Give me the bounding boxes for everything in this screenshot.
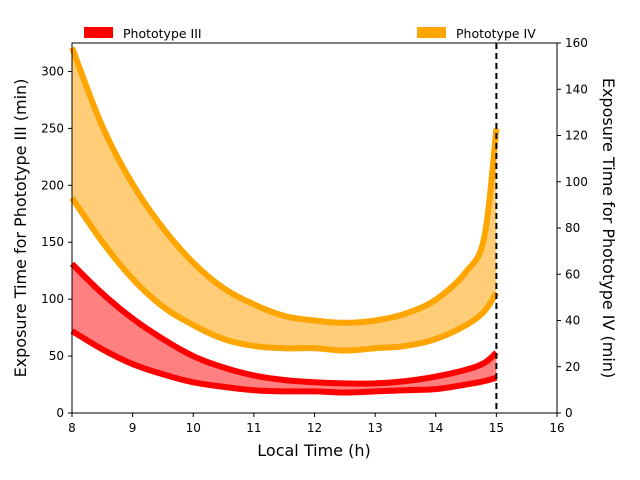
x-tick-label: 12 (307, 421, 322, 435)
x-tick-label: 9 (129, 421, 137, 435)
left-tick-label: 50 (49, 349, 64, 363)
right-tick-label: 40 (565, 314, 580, 328)
legend-swatch-phototype-iii (84, 27, 113, 38)
x-axis-label: Local Time (h) (257, 441, 370, 460)
edge-lower-phototype-iv (69, 196, 499, 354)
left-tick-label: 100 (41, 292, 64, 306)
right-tick-label: 20 (565, 360, 580, 374)
left-tick-label: 150 (41, 235, 64, 249)
x-axis-ticks: 8 9 10 11 12 13 14 15 16 (68, 413, 565, 435)
right-tick-label: 140 (565, 82, 588, 96)
x-tick-label: 13 (367, 421, 382, 435)
right-tick-label: 0 (565, 406, 573, 420)
left-axis-label: Exposure Time for Phototype III (min) (11, 79, 30, 378)
edge-upper-phototype-iv (69, 46, 500, 326)
x-tick-label: 11 (246, 421, 261, 435)
left-tick-label: 0 (56, 406, 64, 420)
legend: Phototype III Phototype IV (84, 26, 536, 41)
right-axis-ticks: 0 20 40 60 80 100 120 140 160 (557, 36, 588, 420)
x-tick-label: 15 (489, 421, 504, 435)
right-tick-label: 80 (565, 221, 580, 235)
right-tick-label: 120 (565, 129, 588, 143)
left-tick-label: 200 (41, 178, 64, 192)
x-tick-label: 14 (428, 421, 443, 435)
band-phototype-iv (72, 47, 497, 351)
right-tick-label: 160 (565, 36, 588, 50)
x-tick-label: 10 (186, 421, 201, 435)
edge-lower-phototype-iii (70, 328, 499, 396)
right-axis-label: Exposure Time for Phototype IV (min) (599, 78, 618, 378)
right-tick-label: 60 (565, 267, 580, 281)
right-tick-label: 100 (565, 175, 588, 189)
legend-label-phototype-iv: Phototype IV (456, 26, 536, 41)
left-tick-label: 250 (41, 121, 64, 135)
left-axis-ticks: 0 50 100 150 200 250 300 (41, 64, 72, 420)
legend-label-phototype-iii: Phototype III (123, 26, 202, 41)
x-tick-label: 8 (68, 421, 76, 435)
legend-swatch-phototype-iv (417, 27, 446, 38)
band-phototype-iii (72, 263, 497, 393)
x-tick-label: 16 (549, 421, 564, 435)
edge-upper-phototype-iii (69, 261, 499, 387)
left-tick-label: 300 (41, 64, 64, 78)
series-layer (69, 46, 500, 396)
